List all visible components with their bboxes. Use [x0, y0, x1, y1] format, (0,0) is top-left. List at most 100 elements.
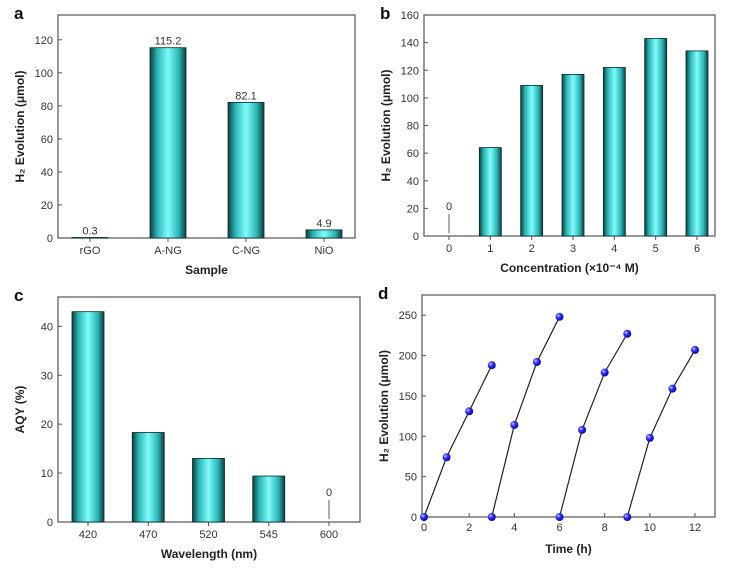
- data-label: 82.1: [235, 90, 256, 102]
- data-point: [600, 368, 609, 377]
- bar: [305, 229, 343, 239]
- y-tick-label: 60: [41, 134, 53, 146]
- x-tick-label: 520: [199, 529, 217, 541]
- data-label: 115.2: [155, 36, 182, 48]
- y-tick-label: 100: [399, 431, 417, 443]
- y-tick-label: 80: [407, 121, 419, 133]
- data-point: [487, 361, 496, 370]
- bar: [131, 432, 165, 523]
- x-tick-label: 6: [694, 243, 700, 255]
- data-label: 0.3: [82, 226, 97, 238]
- x-tick-label: 6: [556, 522, 562, 534]
- y-tick-label: 140: [401, 38, 419, 50]
- data-point: [578, 425, 587, 434]
- x-tick-label: 600: [320, 529, 338, 541]
- y-tick-label: 250: [399, 310, 417, 322]
- x-axis-label: Sample: [185, 263, 228, 277]
- x-tick-label: C-NG: [232, 245, 260, 257]
- y-tick-label: 20: [41, 200, 53, 212]
- series-line-2: [491, 316, 561, 518]
- bar: [149, 47, 187, 239]
- bar: [252, 475, 286, 523]
- data-point: [555, 312, 564, 321]
- y-tick-label: 0: [413, 231, 419, 243]
- panel-label: a: [14, 4, 24, 23]
- y-tick-label: 40: [407, 176, 419, 188]
- y-tick-label: 100: [401, 93, 419, 105]
- bar: [227, 101, 265, 239]
- data-point: [668, 384, 677, 393]
- data-point: [623, 513, 632, 521]
- x-tick-label: 1: [487, 243, 493, 255]
- y-tick-label: 100: [35, 68, 53, 80]
- y-tick-label: 20: [41, 419, 53, 431]
- x-tick-label: 2: [529, 243, 535, 255]
- bar: [685, 50, 709, 237]
- bar: [561, 73, 585, 237]
- y-tick-label: 40: [41, 321, 53, 333]
- data-label: 4.9: [316, 218, 331, 230]
- y-axis-label: H₂ Evolution (μmol): [379, 70, 393, 182]
- plot-frame: [421, 294, 716, 518]
- y-tick-label: 150: [399, 391, 417, 403]
- x-tick-label: 470: [139, 529, 157, 541]
- y-axis-label: H₂ Evolution (μmol): [377, 350, 391, 462]
- x-tick-label: 545: [260, 529, 278, 541]
- x-tick-label: 0: [421, 522, 427, 534]
- x-tick-label: NiO: [315, 245, 334, 257]
- bar: [644, 38, 668, 237]
- data-point: [510, 420, 519, 429]
- x-tick-label: 4: [511, 522, 517, 534]
- y-tick-label: 80: [41, 101, 53, 113]
- bar: [192, 458, 225, 523]
- y-tick-label: 120: [401, 65, 419, 77]
- y-tick-label: 0: [411, 512, 417, 524]
- y-axis-label: AQY (%): [13, 386, 27, 434]
- bar: [478, 147, 502, 237]
- zero-annotation: 0: [446, 201, 452, 213]
- data-point: [420, 513, 428, 521]
- data-point: [691, 345, 699, 354]
- data-point: [487, 513, 496, 521]
- plot-frame: [57, 14, 356, 239]
- zero-annotation: 0: [326, 487, 332, 499]
- data-point: [465, 407, 474, 416]
- x-tick-label: 12: [689, 522, 701, 534]
- y-tick-label: 160: [401, 10, 419, 22]
- y-tick-label: 120: [35, 35, 53, 47]
- y-tick-label: 60: [407, 148, 419, 160]
- x-tick-label: 4: [611, 243, 617, 255]
- y-tick-label: 50: [405, 472, 417, 484]
- y-tick-label: 0: [47, 517, 53, 529]
- x-tick-label: 420: [79, 529, 97, 541]
- data-point: [532, 358, 541, 367]
- panel-c: c 0 10 20 30 40 AQY (%) Wavelength (nm) 420 470 52…: [13, 286, 361, 561]
- data-point: [623, 329, 632, 338]
- y-tick-label: 40: [41, 167, 53, 179]
- data-point: [555, 513, 564, 521]
- x-axis-label: Concentration (×10⁻⁴ M): [500, 261, 639, 275]
- data-point: [442, 453, 451, 462]
- x-tick-label: 0: [446, 243, 452, 255]
- x-tick-label: 3: [570, 243, 576, 255]
- data-point: [645, 433, 654, 442]
- series-line-1: [423, 364, 493, 518]
- y-tick-label: 30: [41, 370, 53, 382]
- x-tick-label: 5: [653, 243, 659, 255]
- panel-label: d: [378, 284, 388, 303]
- bar: [520, 85, 544, 237]
- bar: [602, 67, 626, 237]
- panel-label: c: [14, 286, 23, 305]
- series-line-4: [626, 349, 696, 518]
- y-tick-label: 0: [47, 233, 53, 245]
- y-axis-label: H₂ Evolution (μmol): [13, 71, 27, 183]
- y-tick-label: 20: [407, 203, 419, 215]
- panel-label: b: [380, 4, 390, 23]
- y-tick-label: 10: [41, 468, 53, 480]
- x-axis-label: Wavelength (nm): [161, 547, 257, 561]
- panel-a: a 0 20 40 60 80 100 120 H₂ Evolution (μmol) Sampl…: [13, 4, 356, 277]
- x-tick-label: 8: [602, 522, 608, 534]
